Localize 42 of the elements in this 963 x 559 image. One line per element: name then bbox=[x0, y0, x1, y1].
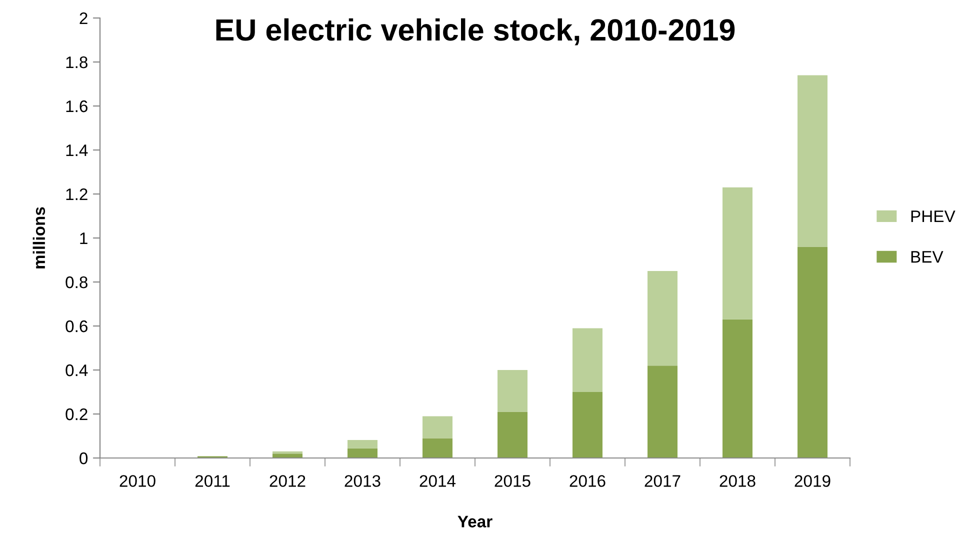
x-tick-label: 2019 bbox=[794, 475, 830, 487]
bar bbox=[498, 412, 528, 458]
bar bbox=[422, 416, 452, 438]
x-tick-label: 2014 bbox=[420, 475, 456, 487]
bar bbox=[648, 366, 678, 458]
y-tick-label: 0.8 bbox=[66, 276, 88, 288]
x-tick-label: 2013 bbox=[344, 475, 380, 487]
y-tick-label: 0.4 bbox=[66, 364, 88, 376]
x-tick-label: 2011 bbox=[195, 475, 230, 487]
bar bbox=[498, 370, 528, 412]
x-tick-label: 2015 bbox=[494, 475, 530, 487]
x-tick-label: 2010 bbox=[120, 475, 156, 487]
x-tick-label: 2017 bbox=[644, 475, 680, 487]
bar bbox=[422, 438, 452, 458]
bar bbox=[348, 448, 378, 458]
x-tick-label: 2016 bbox=[570, 475, 606, 487]
bar bbox=[272, 454, 302, 458]
x-axis-title: Year bbox=[458, 516, 492, 528]
bar bbox=[798, 246, 828, 458]
legend-label: PHEV bbox=[911, 210, 956, 222]
bar bbox=[722, 187, 752, 320]
bar bbox=[348, 440, 378, 448]
bar bbox=[572, 328, 602, 392]
bar bbox=[272, 451, 302, 454]
x-tick-label: 2012 bbox=[270, 475, 306, 487]
y-tick-label: 1.2 bbox=[66, 188, 88, 200]
y-tick-label: 1.8 bbox=[66, 56, 88, 68]
legend-label: BEV bbox=[911, 251, 944, 263]
bar bbox=[798, 75, 828, 247]
bar bbox=[722, 319, 752, 458]
y-tick-label: 0 bbox=[80, 452, 88, 464]
y-tick-label: 0.6 bbox=[66, 320, 88, 332]
y-tick-label: 1 bbox=[80, 232, 88, 244]
y-tick-label: 2 bbox=[80, 12, 88, 24]
y-tick-label: 1.6 bbox=[66, 100, 88, 112]
chart-title: EU electric vehicle stock, 2010-2019 bbox=[216, 18, 735, 46]
y-axis-title: millions bbox=[32, 207, 46, 268]
y-tick-label: 0.2 bbox=[66, 408, 88, 420]
y-tick-label: 1.4 bbox=[66, 144, 88, 156]
bar bbox=[648, 271, 678, 366]
x-tick-label: 2018 bbox=[720, 475, 756, 487]
bar bbox=[572, 392, 602, 458]
